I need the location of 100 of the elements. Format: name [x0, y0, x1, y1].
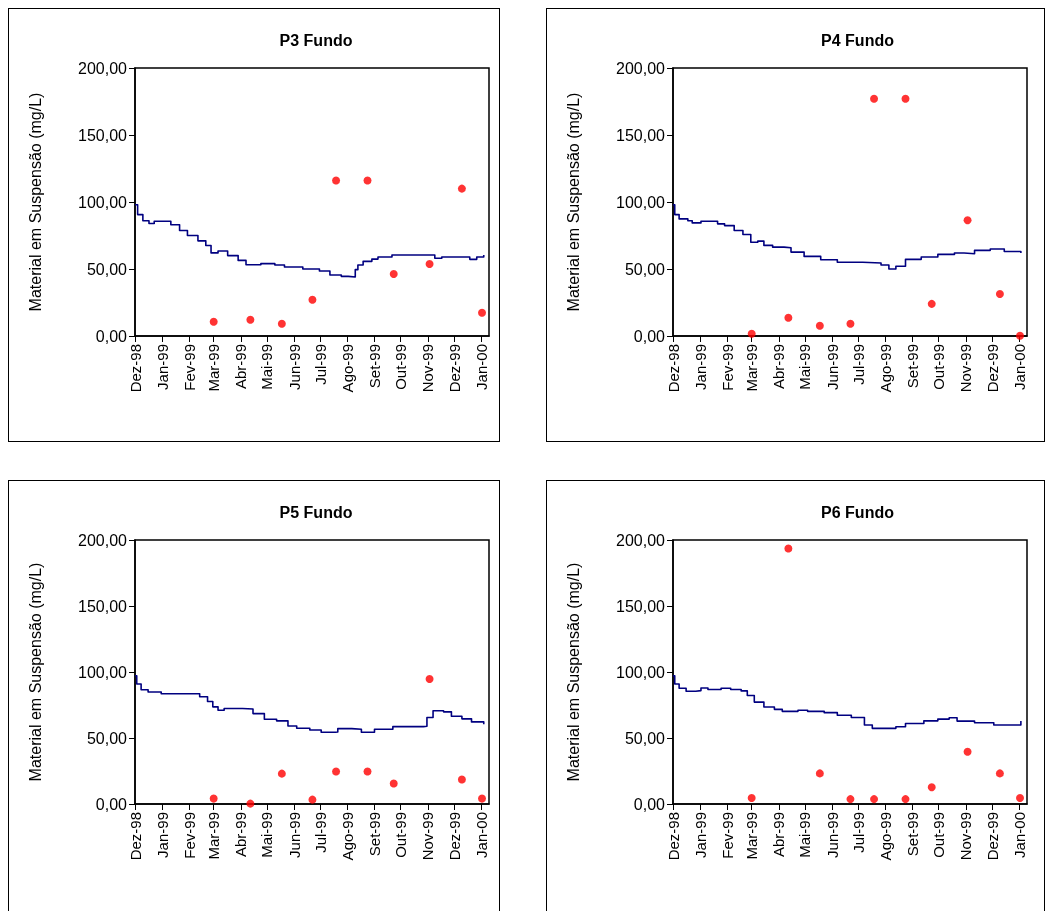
- x-tick-label: Dez-98: [664, 344, 682, 393]
- point: [901, 795, 910, 804]
- y-tick-label: 150,00: [78, 597, 128, 615]
- point: [870, 94, 879, 103]
- x-tick-label: Out-99: [930, 344, 948, 390]
- x-tick-label: Jun-99: [823, 344, 841, 390]
- y-tick-label: 100,00: [78, 663, 128, 681]
- x-tick-label: Jun-99: [823, 812, 841, 858]
- point: [209, 317, 218, 326]
- y-tick-label: 200,00: [78, 531, 128, 549]
- x-tick-label: Abr-99: [770, 812, 788, 858]
- x-tick-label: Jan-00: [472, 812, 490, 858]
- point: [901, 94, 910, 103]
- x-tick-label: Jan-99: [691, 812, 709, 858]
- x-tick-label: Jan-99: [691, 344, 709, 390]
- x-tick-label: Mai-99: [796, 344, 814, 390]
- x-tick-label: Nov-99: [957, 344, 975, 393]
- x-tick-label: Mai-99: [258, 812, 276, 858]
- y-tick-label: 150,00: [616, 126, 666, 144]
- x-tick-label: Jan-99: [153, 812, 171, 858]
- x-tick-label: Mai-99: [796, 812, 814, 858]
- y-tick-label: 150,00: [78, 126, 128, 144]
- point: [246, 315, 255, 324]
- point: [963, 747, 972, 756]
- point: [332, 176, 341, 185]
- x-tick-label: Fev-99: [180, 812, 198, 859]
- x-tick-label: Jul-99: [849, 344, 867, 385]
- point: [963, 216, 972, 225]
- x-tick-label: Dez-99: [445, 344, 463, 393]
- y-tick-label: 150,00: [616, 597, 666, 615]
- x-tick-label: Out-99: [392, 344, 410, 390]
- x-tick-label: Set-99: [904, 812, 921, 857]
- x-tick-label: Mai-99: [258, 344, 276, 390]
- point: [425, 675, 434, 683]
- point: [1016, 794, 1025, 803]
- point: [995, 289, 1004, 298]
- point: [425, 260, 434, 269]
- x-tick-label: Dez-99: [983, 344, 1001, 393]
- y-tick-label: 100,00: [78, 193, 128, 211]
- x-tick-label: Ago-99: [338, 812, 356, 861]
- point: [784, 313, 793, 322]
- x-tick-label: Dez-98: [126, 344, 144, 393]
- x-tick-label: Jul-99: [311, 344, 329, 385]
- point: [277, 319, 286, 328]
- x-tick-label: Set-99: [366, 812, 383, 857]
- y-tick-label: 0,00: [95, 795, 128, 813]
- x-tick-label: Fev-99: [180, 344, 198, 391]
- x-tick-label: Set-99: [904, 344, 921, 389]
- x-tick-label: Jan-00: [472, 344, 490, 390]
- chart-title: P3 Fundo: [279, 31, 353, 49]
- point: [815, 321, 824, 330]
- point: [870, 795, 879, 804]
- point: [478, 308, 487, 317]
- x-tick-label: Jun-99: [285, 344, 303, 390]
- chart-title: P5 Fundo: [279, 503, 353, 521]
- point: [389, 269, 398, 278]
- point: [846, 319, 855, 328]
- y-tick-label: 200,00: [78, 59, 128, 77]
- chart-title: P4 Fundo: [821, 31, 895, 49]
- x-tick-label: Jan-00: [1010, 344, 1028, 390]
- x-tick-label: Out-99: [930, 812, 948, 858]
- x-tick-label: Dez-99: [983, 812, 1001, 861]
- y-tick-label: 0,00: [95, 327, 128, 345]
- x-tick-label: Mar-99: [205, 344, 223, 392]
- point: [927, 783, 936, 792]
- y-axis-title: Material em Suspensão (mg/L): [26, 92, 44, 312]
- point: [927, 299, 936, 308]
- x-tick-label: Out-99: [392, 812, 410, 858]
- x-tick-label: Fev-99: [718, 812, 736, 859]
- x-tick-label: Jul-99: [849, 812, 867, 853]
- x-tick-label: Dez-99: [445, 812, 463, 861]
- point: [209, 794, 218, 803]
- x-tick-label: Jul-99: [311, 812, 329, 853]
- y-tick-label: 100,00: [616, 663, 666, 681]
- point: [1016, 331, 1025, 340]
- y-tick-label: 50,00: [86, 260, 128, 278]
- chart-title: P6 Fundo: [821, 503, 895, 521]
- y-tick-label: 200,00: [616, 531, 666, 549]
- x-tick-label: Nov-99: [957, 812, 975, 861]
- point: [846, 795, 855, 804]
- y-tick-label: 0,00: [633, 327, 666, 345]
- point: [277, 769, 286, 778]
- point: [363, 176, 372, 185]
- x-tick-label: Dez-98: [126, 812, 144, 861]
- point: [747, 329, 756, 338]
- y-tick-label: 50,00: [624, 729, 666, 747]
- y-axis-title: Material em Suspensão (mg/L): [564, 92, 582, 312]
- x-tick-label: Mar-99: [743, 344, 761, 392]
- y-tick-label: 0,00: [633, 795, 666, 813]
- point: [995, 769, 1004, 778]
- x-tick-label: Dez-98: [664, 812, 682, 861]
- point: [308, 795, 317, 804]
- x-tick-label: Ago-99: [876, 812, 894, 861]
- y-tick-label: 50,00: [624, 260, 666, 278]
- point: [308, 295, 317, 304]
- x-tick-label: Jan-00: [1010, 812, 1028, 858]
- point: [246, 799, 255, 808]
- y-tick-label: 50,00: [86, 729, 128, 747]
- x-tick-label: Mar-99: [743, 812, 761, 860]
- x-tick-label: Abr-99: [770, 344, 788, 390]
